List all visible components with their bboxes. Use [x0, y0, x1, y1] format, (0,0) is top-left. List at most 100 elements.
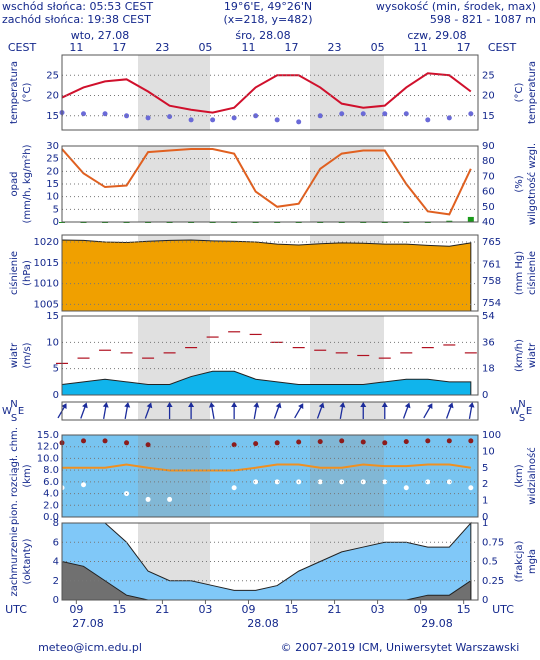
bottom-zone: UTC [492, 603, 514, 616]
data-dot [403, 439, 409, 445]
data-dot [145, 115, 151, 121]
data-dot [339, 479, 345, 485]
y2-tick-label: 20 [482, 91, 495, 102]
arrow-head [253, 402, 260, 408]
grid-point: (x=218, y=482) [223, 13, 312, 26]
y-tick-label: 2 [53, 576, 59, 587]
wind-arrow [402, 402, 411, 419]
bottom-hour-label: 15 [457, 603, 471, 616]
y2-axis-title: wiatr [527, 342, 538, 368]
arrow-head [275, 402, 282, 409]
y2-tick-label: 5 [482, 463, 488, 474]
y2-tick-label: 50 [482, 202, 495, 213]
data-dot [102, 111, 108, 117]
data-dot [253, 113, 259, 119]
y2-axis-title: wilgotność wzgl. [526, 143, 538, 225]
bottom-date: 29.08 [421, 617, 453, 630]
y-tick-label: 1015 [34, 258, 59, 269]
wind-arrow [124, 402, 131, 419]
bottom-zone: UTC [5, 603, 27, 616]
data-dot [382, 479, 388, 485]
data-dot [81, 482, 87, 488]
y-tick-label: 0 [53, 390, 59, 401]
wind-arrow [273, 402, 282, 419]
series-area [61, 521, 472, 601]
wind-arrow [381, 402, 388, 419]
wind-arrow [231, 402, 238, 419]
wind-arrow [423, 403, 433, 419]
wind-arrow [253, 402, 260, 419]
wind-arrow [166, 402, 173, 419]
y-tick-label: 4.0 [43, 489, 59, 500]
data-dot [145, 442, 151, 448]
night-band [138, 435, 210, 517]
wind-arrow [80, 402, 88, 419]
y-tick-label: 2.0 [43, 500, 59, 511]
data-dot [403, 485, 409, 491]
data-dot [231, 485, 237, 491]
wind-arrow [468, 402, 475, 419]
data-dot [188, 117, 194, 123]
wind-arrow [445, 402, 454, 419]
bottom-hour-label: 09 [69, 603, 83, 616]
y-axis-title: (hPa) [22, 260, 33, 286]
data-dot [210, 117, 216, 123]
y-tick-label: 10 [46, 337, 59, 348]
data-dot [425, 479, 431, 485]
data-dot [274, 440, 280, 446]
arrow-head [447, 402, 454, 409]
y-tick-label: 25 [46, 154, 59, 165]
arrow-head [427, 403, 433, 410]
y2-axis-title: (mm Hg) [514, 251, 525, 295]
data-dot [360, 439, 366, 445]
top-hour-label: 05 [371, 41, 385, 54]
y-tick-label: 1005 [34, 299, 59, 310]
panel-border [61, 145, 479, 223]
wind-arrow [360, 402, 367, 419]
data-dot [425, 438, 431, 444]
y-axis-title: temperatura [9, 61, 20, 124]
data-dot [253, 441, 259, 447]
bottom-hour-label: 21 [328, 603, 342, 616]
data-dot [253, 479, 259, 485]
top-hour-label: 23 [155, 41, 169, 54]
sunset: zachód słońca: 19:38 CEST [2, 13, 151, 26]
y-axis-title: (oktanty) [22, 538, 33, 584]
panel-bg [62, 402, 478, 420]
y-axis-title: zachmurzenie [9, 526, 20, 596]
arrow-head [166, 402, 173, 407]
y-tick-label: 0 [53, 595, 59, 606]
y2-tick-label: 758 [482, 276, 501, 287]
y-tick-label: 1020 [34, 237, 59, 248]
y-tick-label: 0 [53, 217, 59, 228]
bottom-hour-label: 21 [155, 603, 169, 616]
wind-arrow [144, 402, 153, 419]
bottom-hour-label: 15 [112, 603, 126, 616]
y-tick-label: 15.0 [37, 430, 59, 441]
bottom-hour-label: 09 [414, 603, 428, 616]
data-dot [167, 496, 173, 502]
panel-bg [62, 55, 478, 130]
arrow-head [208, 402, 215, 408]
y-tick-label: 6.0 [43, 477, 59, 488]
y-tick-label: 10 [46, 192, 59, 203]
compass-letter: W [2, 406, 12, 417]
y2-axis-title: (frakcja) [514, 541, 525, 583]
data-dot [360, 479, 366, 485]
panel-border [61, 434, 479, 518]
y2-tick-label: 1 [482, 496, 488, 507]
top-zone: CEST [488, 41, 517, 54]
y2-tick-label: 761 [482, 259, 501, 270]
y2-tick-label: 80 [482, 156, 495, 167]
y2-tick-label: 0 [482, 390, 488, 401]
y2-axis-title: widzialność [526, 447, 538, 504]
data-dot [81, 438, 87, 444]
y-tick-label: 12.0 [37, 442, 59, 453]
y2-tick-label: 25 [482, 70, 495, 81]
compass-letter: E [18, 406, 24, 417]
panel-border [61, 522, 479, 601]
y2-tick-label: 0.5 [482, 557, 498, 568]
top-zone: CEST [8, 41, 37, 54]
wind-arrow [208, 402, 215, 419]
